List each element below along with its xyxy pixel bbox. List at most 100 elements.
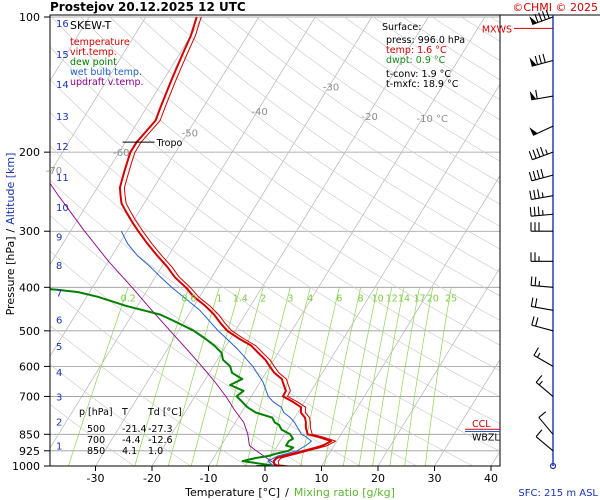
wind-staff-7 <box>531 213 554 217</box>
altitude-tick-14: 14 <box>56 80 69 91</box>
wind-barb-7 <box>529 206 554 217</box>
wind-feather-11 <box>530 297 534 307</box>
mixing-label-12: 12 <box>386 293 398 304</box>
altitude-tick-7: 7 <box>56 289 62 300</box>
surface-elevation: SFC: 215 m ASL <box>518 488 598 499</box>
dry-adiabat-350 <box>50 46 500 371</box>
mixing-line-0.2 <box>68 287 129 466</box>
table-cell-0-1: -21.4 <box>122 424 147 435</box>
dry-adiabat-320 <box>50 145 500 452</box>
wind-feather-4 <box>540 146 545 156</box>
table-cell-2-0: 850 <box>87 446 105 457</box>
surface-dwpt: dwpt: 0.9 °C <box>386 55 446 66</box>
mixing-label-10: 10 <box>372 293 384 304</box>
ccl-label: CCL <box>472 419 491 430</box>
wind-barb-8 <box>530 222 553 232</box>
mixing-line-25 <box>424 287 452 466</box>
pressure-tick-300: 300 <box>19 225 40 238</box>
wind-barb-6 <box>529 189 554 201</box>
isotherm-0 <box>264 83 500 466</box>
sounding-datetime: 20.12.2025 12 UTC <box>118 0 246 14</box>
surface-tmxfc: t-mxfc: 18.9 °C <box>386 79 459 90</box>
altitude-tick-8: 8 <box>56 261 62 272</box>
legend-item-2: dew point <box>70 57 117 68</box>
copyright: ©CHMI © 2025 <box>512 1 598 14</box>
wind-feather-10 <box>534 276 537 286</box>
wind-feather-5 <box>536 169 541 179</box>
table-cell-0-0: 500 <box>87 424 105 435</box>
wind-feather-7 <box>529 207 532 217</box>
wind-barb-16 <box>535 429 554 452</box>
wind-feather-10 <box>530 276 533 286</box>
wind-feather-6 <box>537 189 540 199</box>
wind-barbs <box>528 9 557 470</box>
altitude-tick-2: 2 <box>56 417 62 428</box>
pressure-tick-100: 100 <box>19 11 40 24</box>
temp-tick-0: 0 <box>262 472 269 485</box>
altitude-tick-11: 11 <box>56 173 69 184</box>
wind-barb-14 <box>535 375 554 397</box>
mixing-line-3 <box>246 287 291 466</box>
wind-feather-12 <box>531 316 535 326</box>
surface-info: Surface: press: 996.0 hPa temp: 1.6 °C d… <box>382 22 465 90</box>
table-cell-1-0: 700 <box>87 435 105 446</box>
wind-staff-5 <box>531 174 554 182</box>
wind-half-13 <box>536 352 541 358</box>
isotherm-label--50: -50 <box>182 129 198 140</box>
mixing-label-8: 8 <box>358 293 364 304</box>
wind-barb-10 <box>530 276 554 288</box>
isotherm-20 <box>377 267 500 466</box>
wind-feather-4 <box>536 148 541 158</box>
legend-item-1: virt.temp. <box>70 47 117 58</box>
pressure-tick-700: 700 <box>19 390 40 403</box>
dry-adiabat-270 <box>50 325 248 466</box>
mixing-label-17: 17 <box>413 293 425 304</box>
dry-adiabat-360 <box>51 16 500 346</box>
surface-tconv: t-conv: 1.9 °C <box>386 69 451 80</box>
altitude-tick-10: 10 <box>56 203 69 214</box>
pressure-tick-400: 400 <box>19 281 40 294</box>
dewpoint-line <box>50 288 295 466</box>
virtual-temp-line <box>123 16 337 466</box>
chart-title: SKEW-T <box>70 19 112 32</box>
wind-feather-0 <box>538 12 543 22</box>
mixing-label-6: 6 <box>336 293 342 304</box>
dry-adiabat-310 <box>50 179 474 466</box>
chart-labels: 1002003004005006007008509251000-70-60-50… <box>12 11 553 485</box>
wind-feather-7 <box>533 206 536 216</box>
table-cell-1-1: -4.4 <box>122 435 141 446</box>
temp-tick--10: -10 <box>200 472 218 485</box>
dry-adiabat-370 <box>80 16 500 321</box>
background-lines <box>50 16 500 466</box>
wind-barb-17 <box>549 462 557 470</box>
wind-barb-4 <box>528 146 554 161</box>
isotherm--20 <box>151 16 429 466</box>
temp-tick--20: -20 <box>143 472 161 485</box>
isotherm--30 <box>95 16 373 466</box>
mixing-label-2: 2 <box>260 293 266 304</box>
dry-adiabat-390 <box>139 16 500 273</box>
wind-barb-11 <box>530 297 554 311</box>
temp-tick-40: 40 <box>484 472 498 485</box>
dry-adiabat-260 <box>50 363 191 466</box>
wind-feather-4 <box>532 149 537 159</box>
wind-staff-15 <box>538 417 554 435</box>
pressure-tick-925: 925 <box>19 445 40 458</box>
mixing-label-1.4: 1.4 <box>233 293 248 304</box>
dry-adiabat-410 <box>197 16 500 227</box>
mixing-line-10 <box>342 287 379 466</box>
wind-feather-5 <box>532 170 537 180</box>
wbzl-label: WBZL <box>472 433 500 444</box>
isotherm-label--20: -20 <box>361 112 377 123</box>
isotherm-10 <box>321 175 500 466</box>
wind-staff-4 <box>532 151 554 161</box>
mixing-label-1: 1 <box>216 293 222 304</box>
wind-feather-16 <box>535 429 543 438</box>
temp-tick-20: 20 <box>371 472 385 485</box>
wind-half-6 <box>541 192 544 198</box>
dry-adiabat-250 <box>50 403 135 466</box>
mixing-line-17 <box>389 287 420 466</box>
legend-item-0: temperature <box>70 37 130 48</box>
station-name: Prostejov <box>50 0 114 14</box>
